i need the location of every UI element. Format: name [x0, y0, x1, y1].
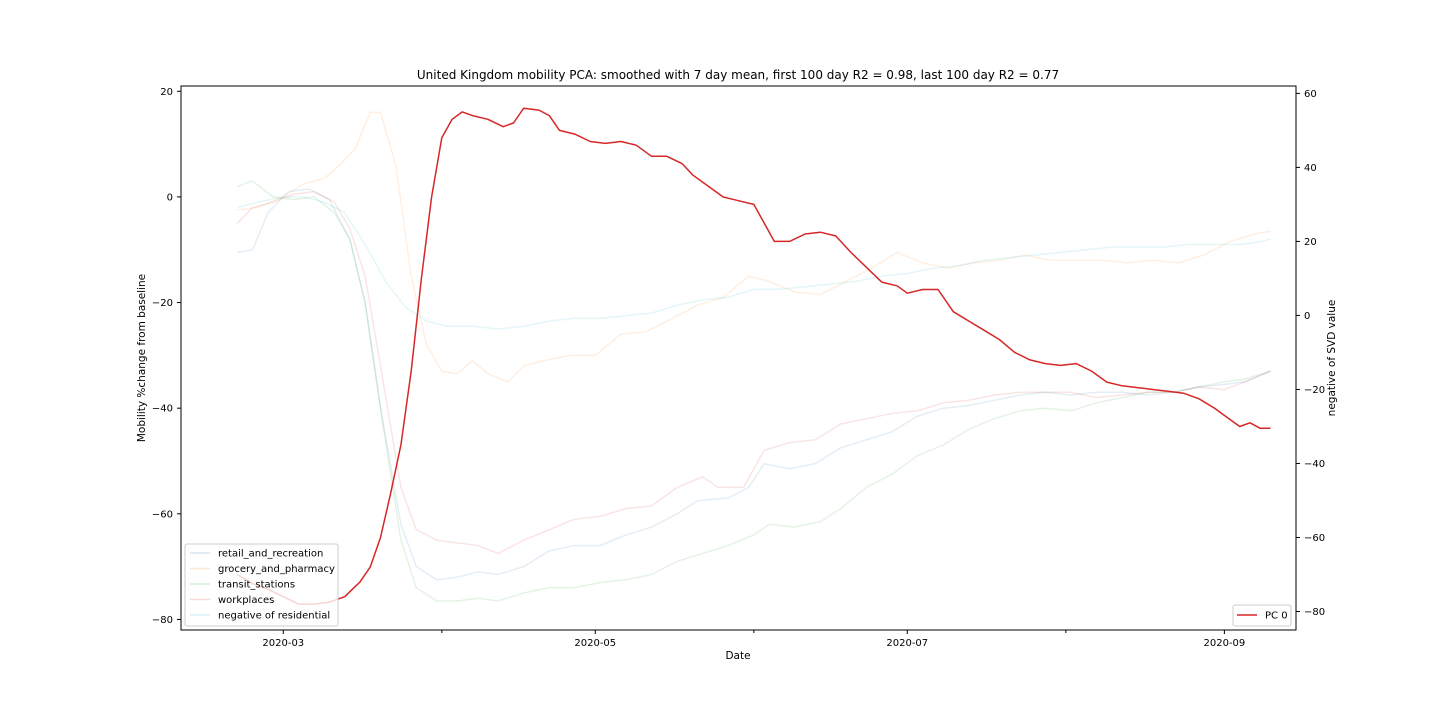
y-axis-right: 60 40 20 0 −20 −40 −60 −80 — [1296, 89, 1325, 618]
y-right-tick-label: −60 — [1304, 533, 1325, 544]
x-tick-label: 2020-05 — [574, 638, 616, 649]
legend-label-transit-stations: transit_stations — [218, 580, 295, 591]
y-left-tick-label: 20 — [160, 87, 173, 98]
x-axis: 2020-03 2020-05 2020-07 2020-09 — [262, 630, 1245, 649]
x-tick-label: 2020-09 — [1203, 638, 1245, 649]
series-line-transit-stations — [237, 180, 1271, 602]
chart-title: United Kingdom mobility PCA: smoothed wi… — [417, 68, 1059, 82]
y-right-tick-label: −40 — [1304, 459, 1325, 470]
legend-label-negative-of-residential: negative of residential — [218, 611, 330, 622]
x-axis-label: Date — [725, 650, 750, 662]
legend-label-workplaces: workplaces — [218, 595, 274, 606]
y-left-tick-label: −20 — [152, 298, 173, 309]
x-tick-label: 2020-07 — [886, 638, 928, 649]
y-left-tick-label: −60 — [152, 509, 173, 520]
y-left-tick-label: −80 — [152, 615, 173, 626]
series-line-retail-and-recreation — [237, 188, 1271, 581]
legend-right-box — [1232, 604, 1292, 627]
y-axis-right-label: negative of SVD value — [1326, 300, 1338, 417]
y-axis-left-label: Mobility %change from baseline — [136, 274, 148, 442]
x-tick-label: 2020-03 — [262, 638, 304, 649]
legend-label-pc-0: PC 0 — [1265, 611, 1288, 622]
y-right-tick-label: −80 — [1304, 607, 1325, 618]
y-left-tick-label: 0 — [167, 192, 173, 203]
y-left-tick-label: −40 — [152, 404, 173, 415]
legend-label-grocery-and-pharmacy: grocery_and_pharmacy — [218, 564, 335, 575]
y-right-tick-label: −20 — [1304, 385, 1325, 396]
y-right-tick-label: 60 — [1304, 89, 1317, 100]
y-right-tick-label: 0 — [1304, 311, 1310, 322]
legend-left-box — [184, 543, 339, 627]
series-line-pc-0 — [236, 107, 1271, 605]
series-line-grocery-and-pharmacy — [237, 111, 1271, 383]
series-layer — [236, 107, 1271, 605]
y-axis-left: 20 0 −20 −40 −60 −80 — [152, 87, 181, 626]
legend-right: PC 0 — [1232, 604, 1292, 627]
y-right-tick-label: 20 — [1304, 237, 1317, 248]
legend-label-retail-and-recreation: retail_and_recreation — [218, 549, 323, 560]
series-line-negative-of-residential — [237, 196, 1271, 330]
y-right-tick-label: 40 — [1304, 163, 1317, 174]
plot-frame — [180, 85, 1297, 631]
series-line-workplaces — [236, 190, 1271, 555]
legend-left: retail_and_recreation grocery_and_pharmac… — [184, 543, 339, 627]
